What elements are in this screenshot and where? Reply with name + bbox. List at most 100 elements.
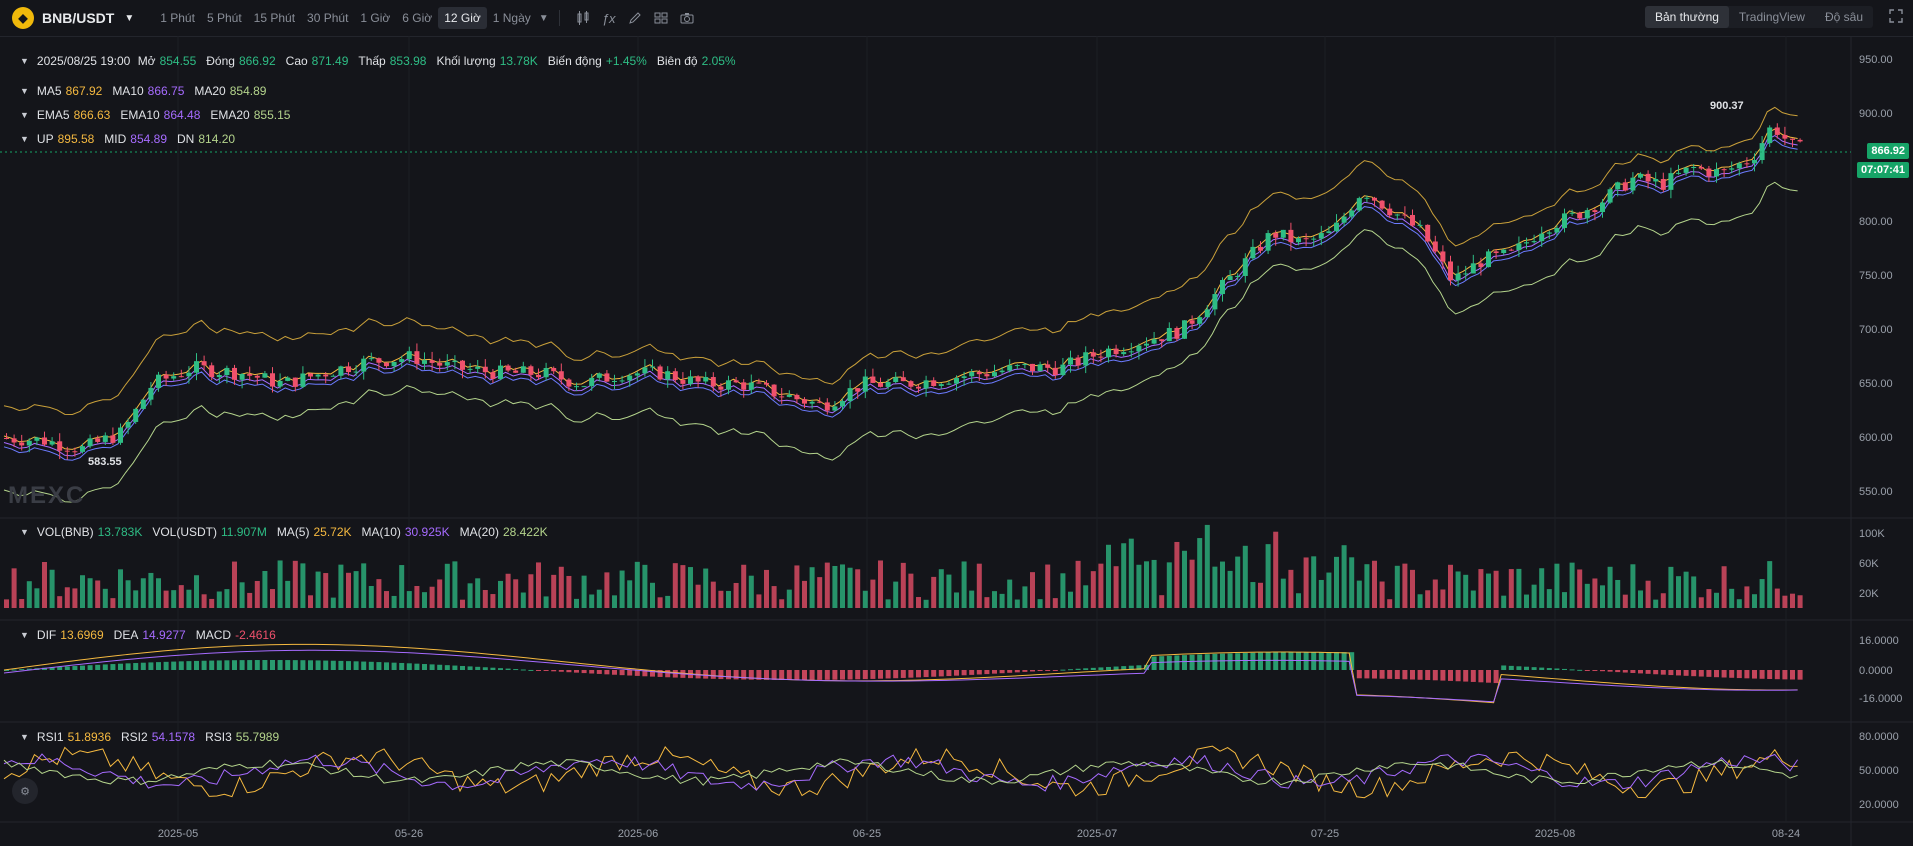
- boll-mid-label: MID: [104, 132, 127, 146]
- ema5-value: 866.63: [73, 108, 111, 122]
- change-label: Biến động: [547, 54, 602, 68]
- ma10-label: MA10: [112, 84, 144, 98]
- rsi-info: ▼ RSI1 51.8936 RSI2 54.1578 RSI3 55.7989: [20, 730, 289, 744]
- collapse-chevron-icon[interactable]: ▼: [20, 527, 29, 537]
- price-tick: 600.00: [1859, 432, 1893, 444]
- close-label: Đóng: [206, 54, 235, 68]
- rsi-tick: 20.0000: [1859, 799, 1899, 811]
- collapse-chevron-icon[interactable]: ▼: [20, 732, 29, 742]
- ema-info: ▼ EMA5 866.63 EMA10 864.48 EMA20 855.15: [20, 108, 300, 122]
- ema5-label: EMA5: [36, 108, 70, 122]
- draw-pencil-icon[interactable]: [622, 5, 648, 31]
- vol-bnb-label: VOL(BNB): [36, 525, 94, 539]
- boll-dn-label: DN: [177, 132, 195, 146]
- divider: [558, 10, 560, 26]
- volume-info: ▼ VOL(BNB) 13.783K VOL(USDT) 11.907M MA(5)…: [20, 525, 558, 539]
- layout-grid-icon[interactable]: [648, 5, 674, 31]
- open-label: Mở: [137, 54, 156, 68]
- open-value: 854.55: [159, 54, 197, 68]
- collapse-chevron-icon[interactable]: ▼: [20, 110, 29, 120]
- bnb-coin-icon: ◆: [12, 7, 34, 29]
- fullscreen-icon[interactable]: [1889, 9, 1903, 26]
- time-tick: 2025-07: [1076, 828, 1118, 840]
- ma5-label: MA5: [36, 84, 62, 98]
- time-tick: 06-25: [852, 828, 882, 840]
- collapse-chevron-icon[interactable]: ▼: [20, 134, 29, 144]
- rsi1-value: 51.8936: [67, 730, 111, 744]
- price-tick: 750.00: [1859, 270, 1893, 282]
- low-label: Thấp: [358, 54, 386, 68]
- collapse-chevron-icon[interactable]: ▼: [20, 630, 29, 640]
- mexc-watermark: MEXC: [8, 482, 86, 509]
- rsi-tick: 80.0000: [1859, 731, 1899, 743]
- low-marker-label: 583.55: [88, 456, 122, 468]
- price-tick: 950.00: [1859, 54, 1893, 66]
- vol-ma20-value: 28.422K: [502, 525, 548, 539]
- vol-ma10-label: MA(10): [361, 525, 401, 539]
- change-value: +1.45%: [605, 54, 647, 68]
- interval-tabs: 1 Phút 5 Phút 15 Phút 30 Phút 1 Giờ 6 Gi…: [154, 5, 699, 31]
- macd-info: ▼ DIF 13.6969 DEA 14.9277 MACD -2.4616: [20, 628, 286, 642]
- tab-basic-view[interactable]: Bản thường: [1644, 6, 1729, 28]
- interval-1h[interactable]: 1 Giờ: [360, 11, 391, 25]
- time-tick: 08-24: [1771, 828, 1801, 840]
- rsi-axis: 80.0000 50.0000 20.0000: [1851, 722, 1913, 824]
- settings-shortcut-icon[interactable]: ⚙: [12, 778, 38, 804]
- candle-type-icon[interactable]: [570, 5, 596, 31]
- dif-value: 13.6969: [60, 628, 104, 642]
- interval-15m[interactable]: 15 Phút: [253, 11, 296, 25]
- time-axis: 2025-05 05-26 2025-06 06-25 2025-07 07-2…: [0, 824, 1851, 846]
- rsi2-label: RSI2: [121, 730, 148, 744]
- view-tabs: Bản thường TradingView Độ sâu: [1644, 6, 1873, 28]
- dea-label: DEA: [113, 628, 139, 642]
- vol-tick: 100K: [1859, 528, 1885, 540]
- boll-mid-value: 854.89: [130, 132, 167, 146]
- ma5-value: 867.92: [65, 84, 103, 98]
- interval-30m[interactable]: 30 Phút: [307, 11, 349, 25]
- countdown-tag: 07:07:41: [1856, 162, 1909, 178]
- collapse-chevron-icon[interactable]: ▼: [20, 86, 29, 96]
- ma-info: ▼ MA5 867.92 MA10 866.75 MA20 854.89: [20, 84, 276, 98]
- vol-usdt-label: VOL(USDT): [152, 525, 217, 539]
- interval-1m[interactable]: 1 Phút: [160, 11, 195, 25]
- tab-depth[interactable]: Độ sâu: [1824, 10, 1863, 24]
- price-tick: 650.00: [1859, 378, 1893, 390]
- high-label: Cao: [285, 54, 308, 68]
- time-tick: 2025-06: [617, 828, 659, 840]
- dif-label: DIF: [36, 628, 57, 642]
- macd-tick: 16.0000: [1859, 635, 1899, 647]
- vol-ma5-label: MA(5): [276, 525, 310, 539]
- macd-label: MACD: [195, 628, 232, 642]
- boll-up-value: 895.58: [57, 132, 95, 146]
- interval-12h[interactable]: 12 Giờ: [438, 7, 487, 29]
- time-tick: 2025-05: [157, 828, 199, 840]
- symbol-name: BNB/USDT: [42, 10, 115, 26]
- price-tick: 800.00: [1859, 216, 1893, 228]
- ohlc-date: 2025/08/25 19:00: [36, 54, 131, 68]
- boll-up-label: UP: [36, 132, 54, 146]
- vol-usdt-value: 11.907M: [221, 525, 267, 539]
- camera-icon[interactable]: [674, 5, 700, 31]
- low-value: 853.98: [389, 54, 427, 68]
- interval-6h[interactable]: 6 Giờ: [402, 11, 433, 25]
- symbol-selector[interactable]: ◆ BNB/USDT ▼: [12, 7, 134, 29]
- collapse-chevron-icon[interactable]: ▼: [20, 56, 29, 66]
- amplitude-label: Biên độ: [656, 54, 698, 68]
- vol-ma20-label: MA(20): [459, 525, 499, 539]
- price-tick: 700.00: [1859, 324, 1893, 336]
- macd-tick: 0.0000: [1859, 665, 1893, 677]
- vol-ma10-value: 30.925K: [404, 525, 450, 539]
- interval-1d[interactable]: 1 Ngày: [492, 11, 531, 25]
- tab-tradingview[interactable]: TradingView: [1738, 10, 1805, 24]
- current-price-tag: 866.92: [1867, 143, 1909, 159]
- rsi2-value: 54.1578: [151, 730, 196, 744]
- amplitude-value: 2.05%: [701, 54, 736, 68]
- volume-axis: 100K 60K 20K: [1851, 518, 1913, 618]
- volume-value: 13.78K: [499, 54, 538, 68]
- interval-dropdown-icon[interactable]: ▼: [538, 12, 549, 24]
- indicators-icon[interactable]: ƒx: [601, 10, 616, 26]
- chevron-down-icon: ▼: [124, 12, 135, 24]
- interval-5m[interactable]: 5 Phút: [206, 11, 242, 25]
- time-tick: 05-26: [394, 828, 424, 840]
